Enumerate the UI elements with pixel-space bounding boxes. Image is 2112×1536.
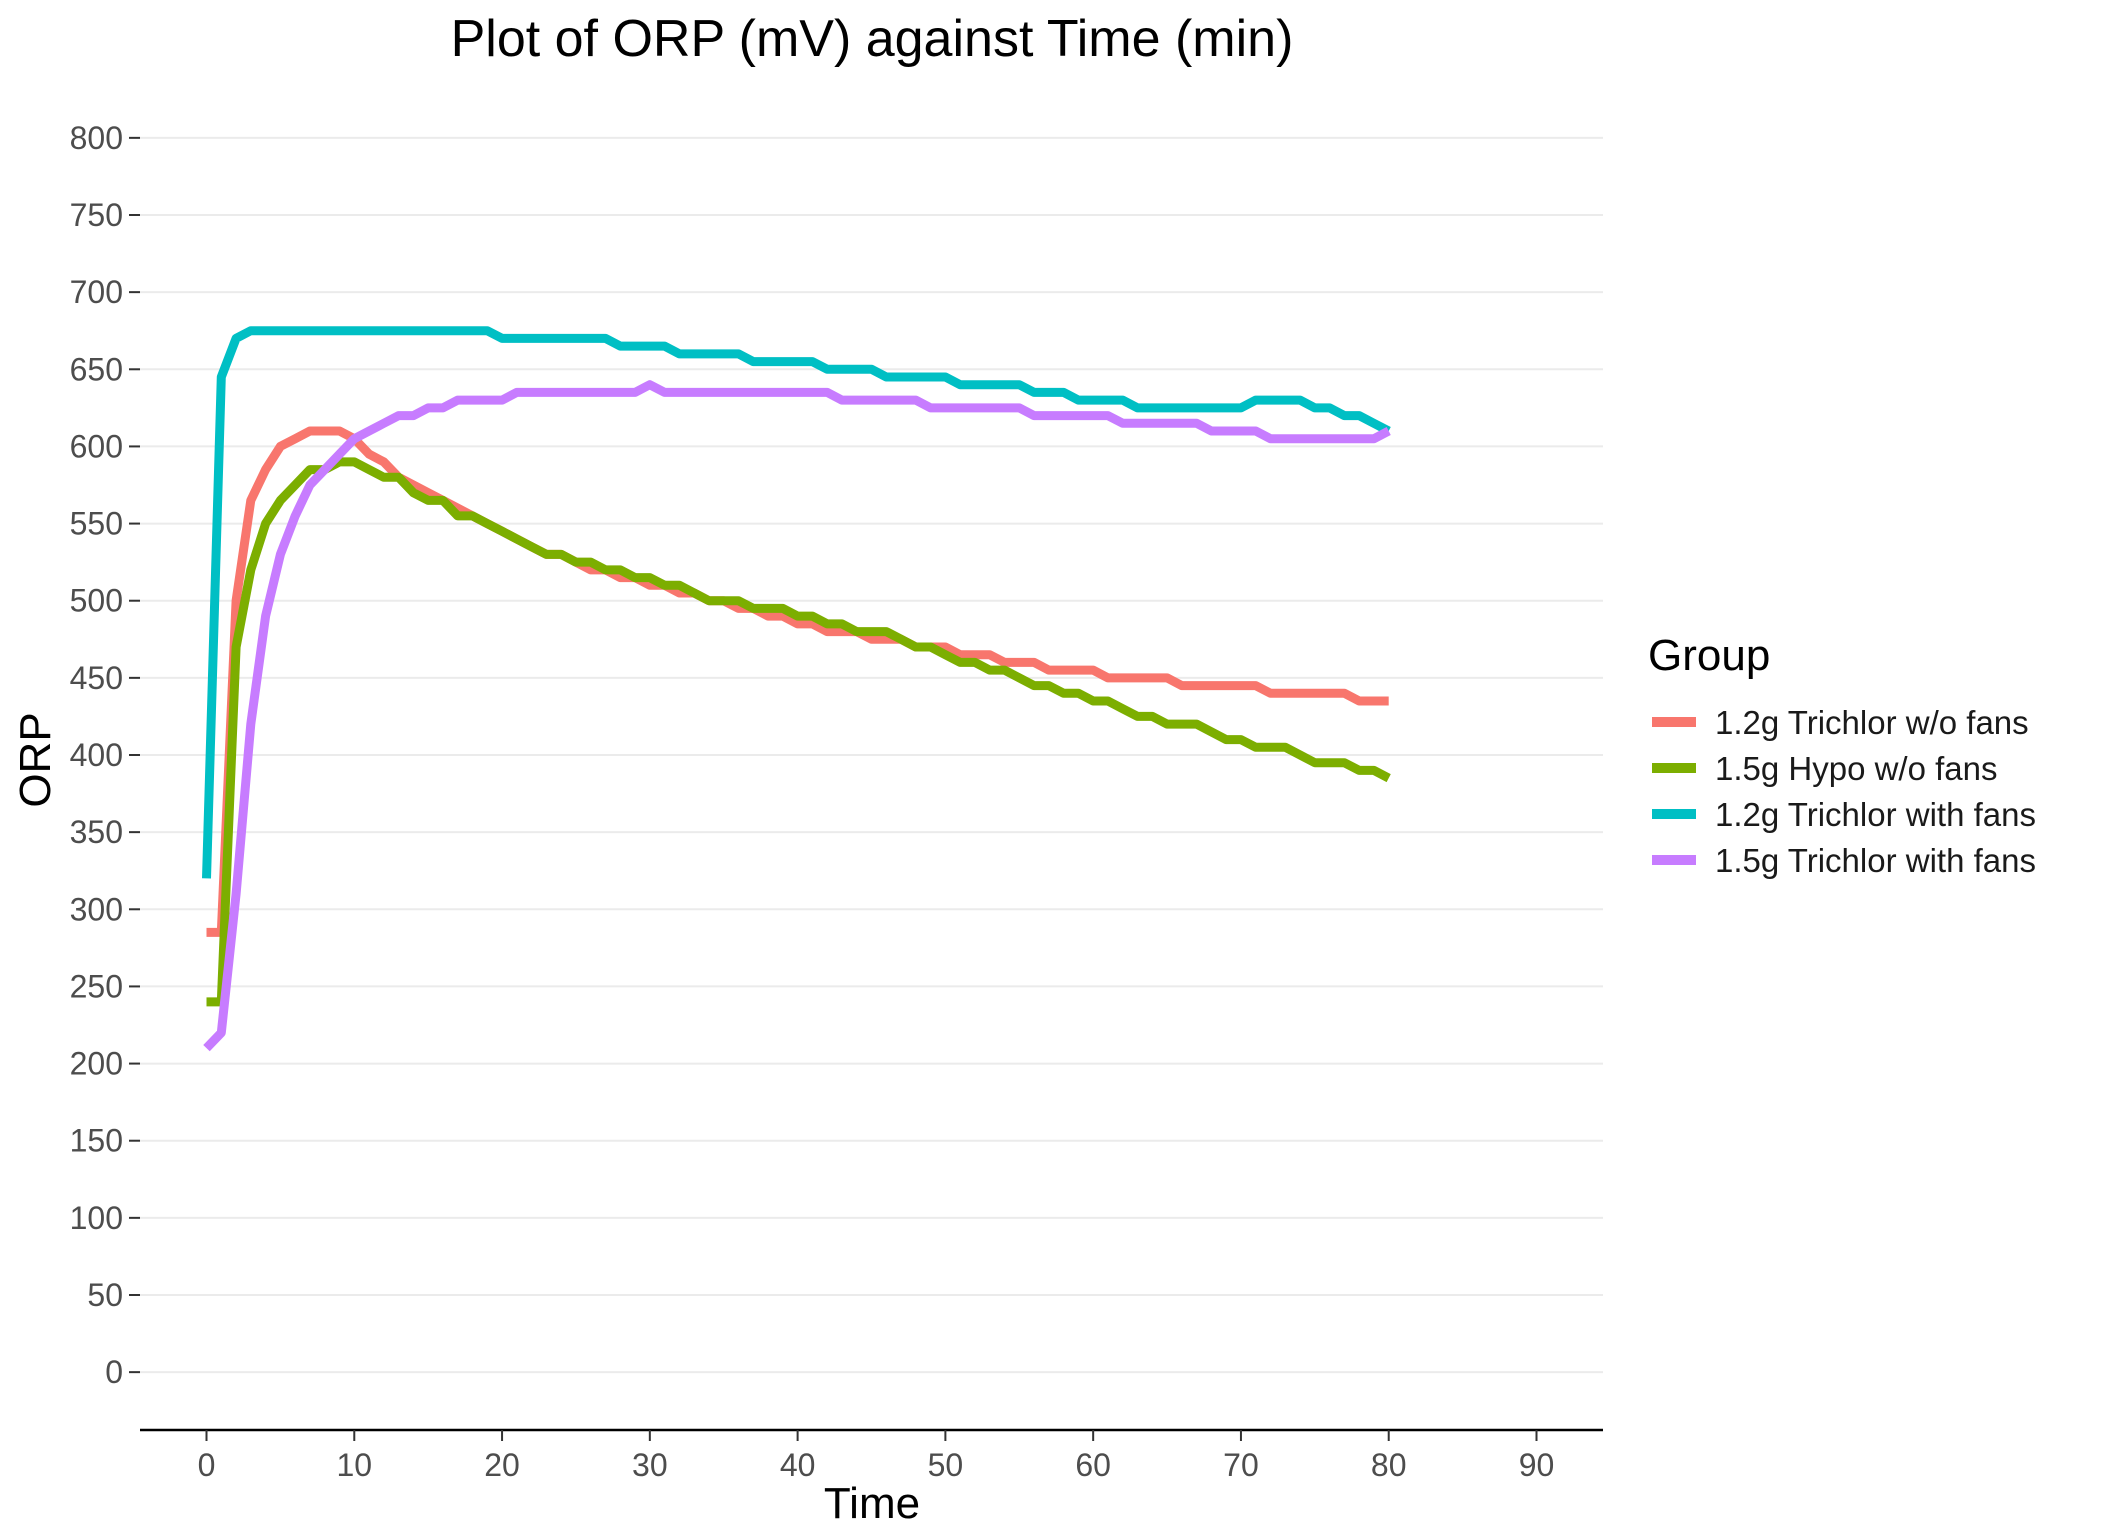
x-tick-label: 20 <box>484 1447 520 1483</box>
legend: Group 1.2g Trichlor w/o fans 1.5g Hypo w/… <box>1648 631 2036 879</box>
y-tick-label: 0 <box>105 1354 123 1390</box>
axes: 0 10 20 30 40 50 60 70 80 90 0 50 100 150 200 250 300 35… <box>70 120 1603 1483</box>
y-tick-label: 650 <box>70 351 123 387</box>
x-tick-label: 50 <box>928 1447 964 1483</box>
y-tick-label: 450 <box>70 660 123 696</box>
legend-items: 1.2g Trichlor w/o fans 1.5g Hypo w/o fans… <box>1652 704 2036 879</box>
y-tick-label: 350 <box>70 814 123 850</box>
series-line-1 <box>206 426 1389 937</box>
legend-label-2: 1.5g Hypo w/o fans <box>1715 750 1998 787</box>
x-tick-label: 60 <box>1075 1447 1111 1483</box>
y-tick-label: 300 <box>70 891 123 927</box>
x-tick-label: 80 <box>1371 1447 1407 1483</box>
chart-title: Plot of ORP (mV) against Time (min) <box>451 10 1294 68</box>
x-tick-label: 10 <box>336 1447 372 1483</box>
y-tick-label: 600 <box>70 428 123 464</box>
series-lines <box>202 326 1391 1052</box>
y-tick-label: 750 <box>70 197 123 233</box>
y-axis-title: ORP <box>11 712 60 807</box>
x-tick-label: 70 <box>1223 1447 1259 1483</box>
y-tick-label: 550 <box>70 506 123 542</box>
legend-label-4: 1.5g Trichlor with fans <box>1715 842 2036 879</box>
series-line-4 <box>203 380 1391 1052</box>
y-tick-label: 400 <box>70 737 123 773</box>
y-tick-label: 800 <box>70 120 123 156</box>
y-tick-label: 50 <box>87 1277 123 1313</box>
y-tick-label: 200 <box>70 1046 123 1082</box>
y-axis-ticks: 0 50 100 150 200 250 300 350 400 450 500 550 600 650 7… <box>70 120 140 1390</box>
y-tick-label: 100 <box>70 1200 123 1236</box>
y-tick-label: 500 <box>70 583 123 619</box>
y-tick-label: 700 <box>70 274 123 310</box>
y-tick-label: 150 <box>70 1123 123 1159</box>
series-line-3 <box>202 326 1391 879</box>
x-tick-label: 40 <box>780 1447 816 1483</box>
x-axis-title: Time <box>824 1479 920 1528</box>
x-axis-ticks: 0 10 20 30 40 50 60 70 80 90 <box>198 1430 1555 1483</box>
series-line-2 <box>206 457 1391 1007</box>
x-tick-label: 0 <box>198 1447 216 1483</box>
legend-title: Group <box>1648 631 1770 680</box>
x-tick-label: 90 <box>1519 1447 1555 1483</box>
legend-label-3: 1.2g Trichlor with fans <box>1715 796 2036 833</box>
legend-label-1: 1.2g Trichlor w/o fans <box>1715 704 2029 741</box>
grid <box>140 136 1603 1374</box>
x-tick-label: 30 <box>632 1447 668 1483</box>
y-tick-label: 250 <box>70 968 123 1004</box>
